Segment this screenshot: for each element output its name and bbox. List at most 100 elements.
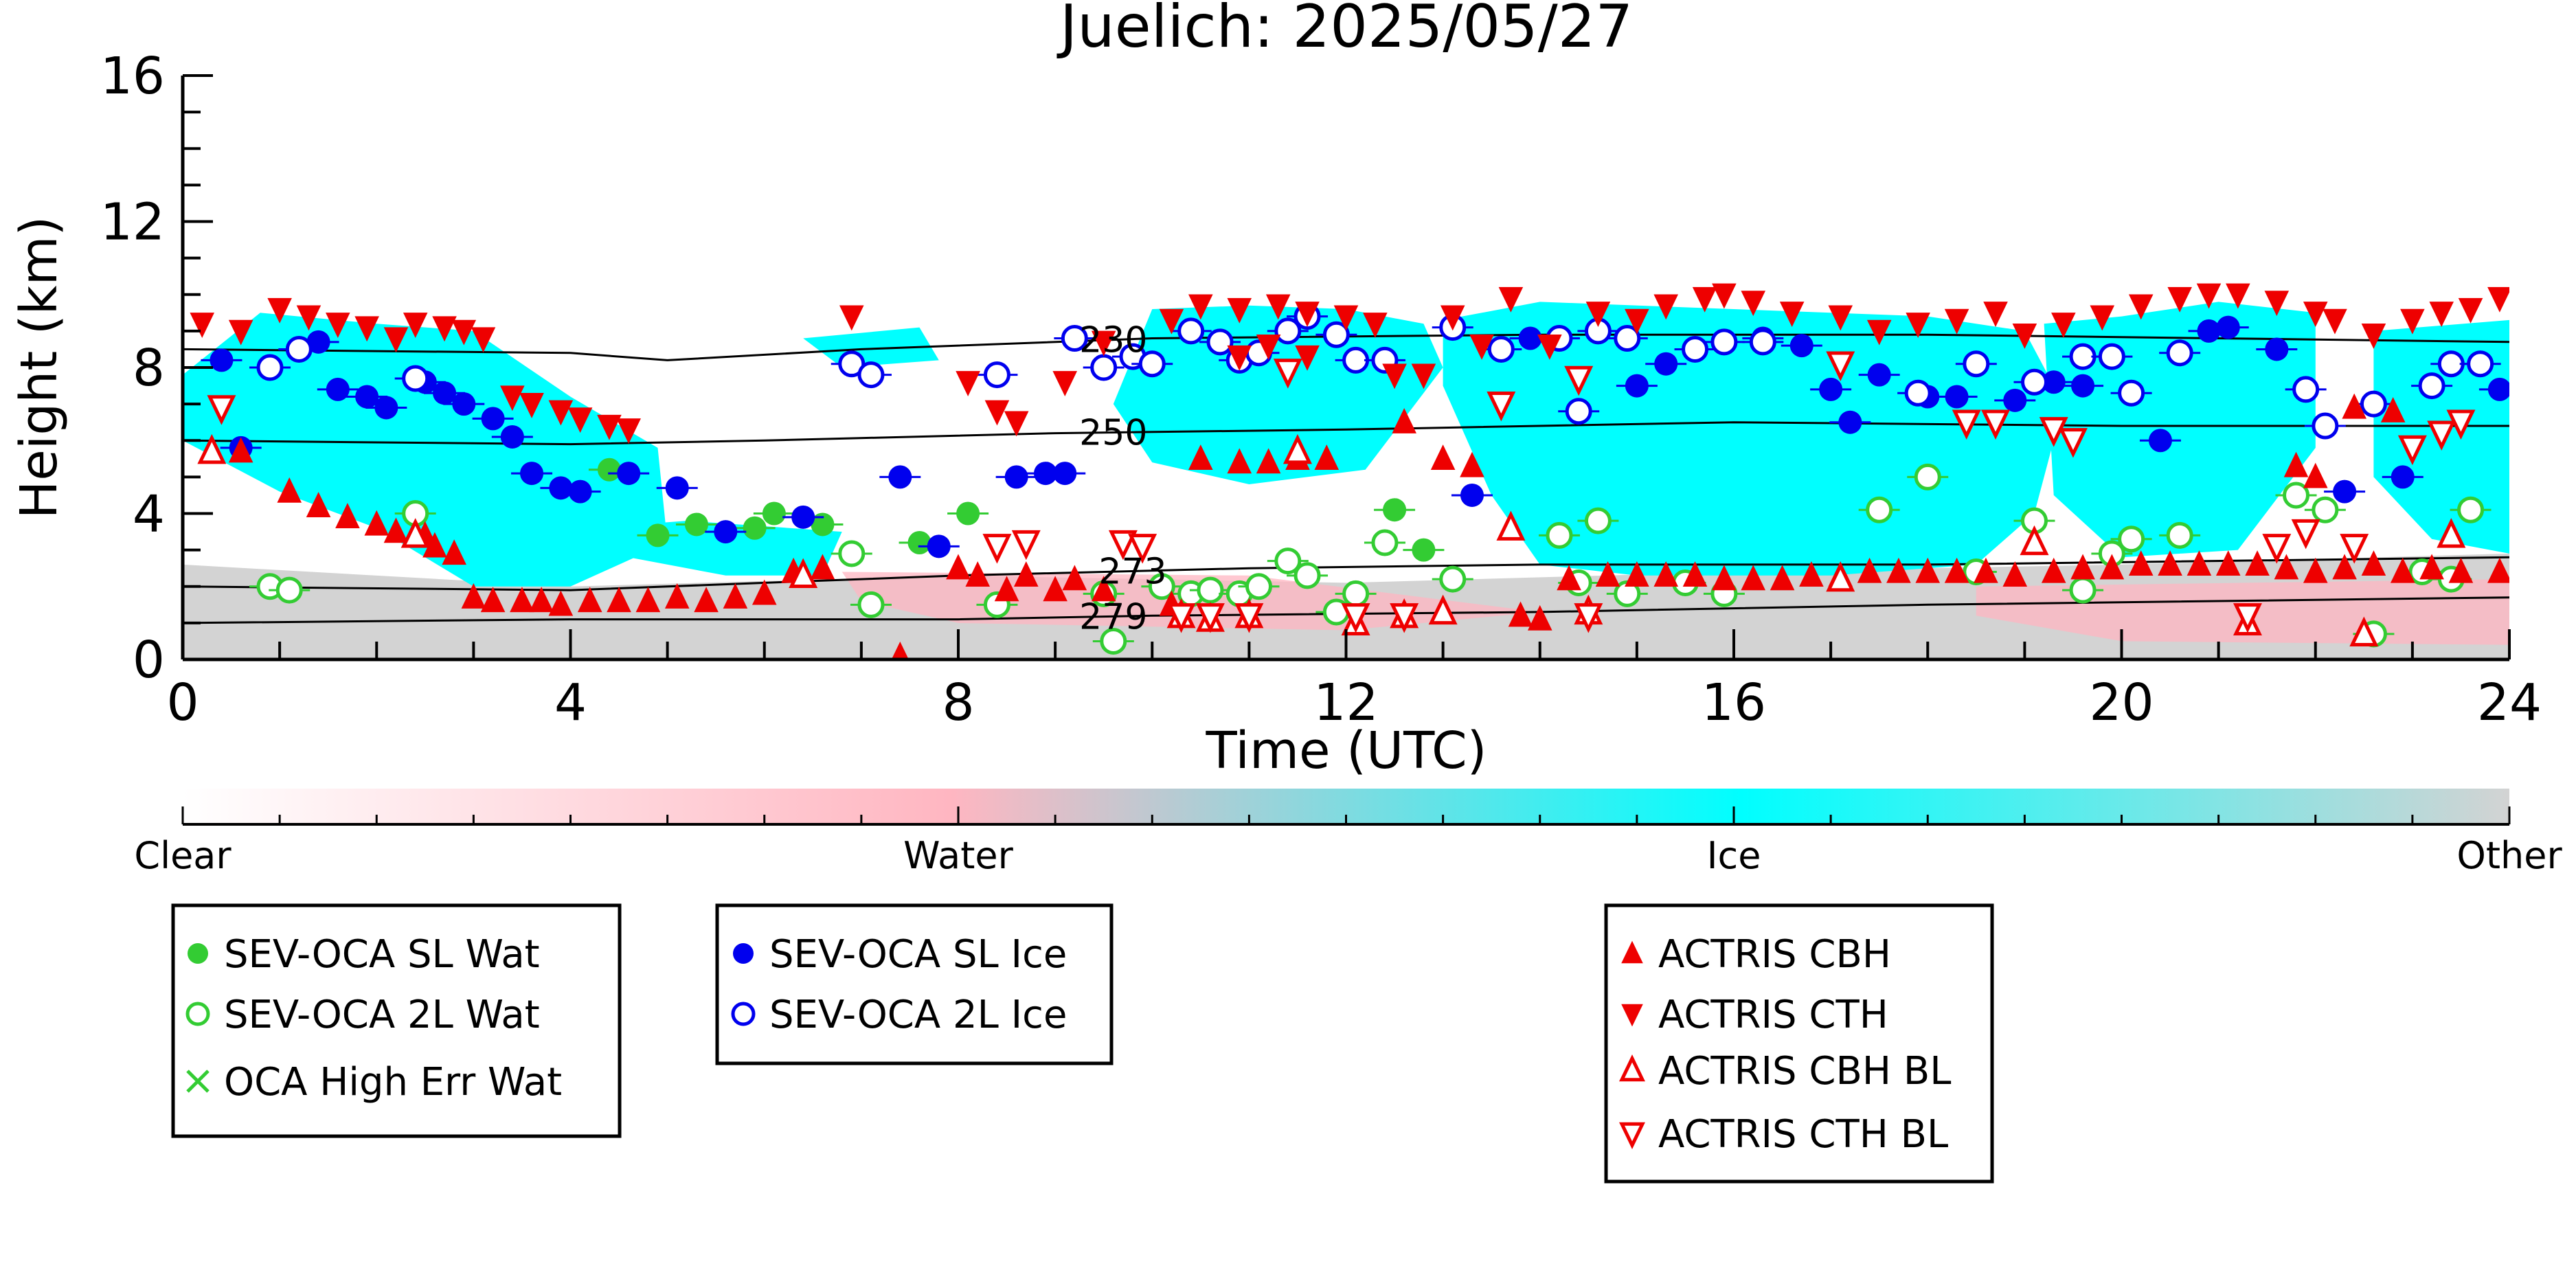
data-point (2340, 534, 2369, 564)
data-point (2041, 557, 2066, 583)
data-point (471, 327, 496, 353)
data-point (646, 523, 670, 547)
isotherm-label-279: 279 (1079, 596, 1147, 637)
data-point (2012, 324, 2037, 349)
isotherm-label-230: 230 (1079, 320, 1147, 361)
data-point (2349, 616, 2379, 646)
x-tick-label: 8 (942, 673, 974, 732)
data-point (635, 587, 661, 613)
data-point (1011, 530, 1041, 561)
x-axis-label: Time (UTC) (1205, 721, 1487, 780)
legend-box-ice (715, 903, 1114, 1065)
legend-marker-actris-cbh-bl (1619, 1054, 1645, 1082)
data-point (577, 587, 602, 613)
colorbar-label-other: Other (2456, 834, 2562, 877)
data-point (1333, 305, 1359, 331)
data-point (2148, 429, 2172, 453)
data-point (296, 305, 321, 331)
isotherm-279 (183, 596, 2509, 624)
series-actris-cth (190, 283, 2509, 444)
data-point (2216, 315, 2240, 339)
data-point (383, 517, 409, 543)
data-point (1392, 407, 1416, 433)
data-point (2069, 576, 2097, 604)
data-point (1906, 313, 1930, 338)
data-point (1390, 603, 1419, 633)
data-point (1256, 334, 1281, 360)
data-point (548, 400, 574, 426)
legend-marker-sev-oca-2l-wat (185, 1002, 210, 1026)
data-point (664, 583, 690, 609)
data-point (1799, 561, 1824, 587)
data-point (2487, 557, 2509, 583)
colorbar-label-clear: Clear (134, 834, 231, 877)
data-point (617, 462, 641, 486)
data-point (480, 587, 506, 613)
data-point (481, 407, 505, 431)
y-axis-label: Height (km) (10, 216, 69, 519)
axes: 0 4 8 12 16 0 4 8 12 16 20 24 (100, 47, 2542, 732)
y-tick-label: 8 (133, 339, 165, 398)
data-point (1460, 451, 1484, 477)
marker-layer (190, 283, 2509, 659)
series-sev-oca-sl-wat (588, 457, 1445, 562)
data-point (984, 400, 1010, 426)
data-point (1382, 363, 1407, 389)
data-point (1091, 330, 1116, 357)
data-point (2215, 550, 2241, 576)
legend-item-sev-oca-sl-ice: SEV-OCA SL Ice (733, 932, 1067, 977)
data-point (2419, 554, 2444, 580)
colorbar: Clear Water Ice Other (134, 789, 2562, 877)
data-point (1944, 557, 1969, 583)
data-point (500, 385, 525, 411)
data-point (402, 365, 429, 392)
data-point (433, 381, 457, 405)
data-point (267, 297, 292, 324)
data-point (306, 330, 330, 354)
data-point (857, 361, 885, 389)
data-point (256, 354, 284, 381)
data-point (2360, 390, 2387, 418)
cloud-region-ice (1443, 302, 2064, 576)
data-point (1487, 391, 1516, 422)
legend-item-actris-cth: ACTRIS CTH (1621, 993, 1888, 1037)
data-point (1188, 444, 1213, 470)
data-point (1428, 594, 1458, 625)
y-tick-label: 0 (133, 631, 165, 690)
data-point (275, 576, 303, 604)
data-point (1496, 510, 1526, 541)
legend-marker-actris-cbh (1621, 940, 1643, 964)
data-point (2158, 550, 2182, 576)
data-point (2448, 557, 2474, 583)
data-point (432, 316, 457, 342)
legend-item-actris-cth-bl: ACTRIS CTH BL (1619, 1112, 1948, 1157)
data-point (1527, 605, 1552, 631)
data-point (1256, 448, 1281, 474)
data-point (694, 587, 719, 613)
data-point (1342, 346, 1370, 374)
data-point (335, 503, 360, 528)
data-point (2361, 324, 2386, 349)
legend-item-sev-oca-sl-wat: SEV-OCA SL Wat (188, 932, 540, 977)
data-point (927, 534, 951, 558)
data-point (891, 641, 909, 659)
x-tick-label: 24 (2477, 673, 2542, 732)
data-point (1564, 365, 1594, 396)
data-point (500, 425, 524, 449)
data-point (1138, 350, 1166, 378)
data-point (2418, 372, 2445, 400)
data-point (549, 476, 573, 500)
data-point (2457, 496, 2485, 523)
data-point (1061, 325, 1088, 352)
data-point (2128, 550, 2154, 576)
data-point (2283, 482, 2310, 509)
data-point (956, 371, 980, 396)
data-point (1826, 561, 1855, 592)
data-point (684, 512, 708, 536)
data-point (2020, 525, 2049, 556)
data-point (1867, 363, 1891, 387)
legend-label-actris-cth: ACTRIS CTH (1658, 993, 1888, 1037)
data-point (982, 534, 1012, 564)
data-point (1653, 294, 1679, 320)
data-point (210, 348, 234, 372)
